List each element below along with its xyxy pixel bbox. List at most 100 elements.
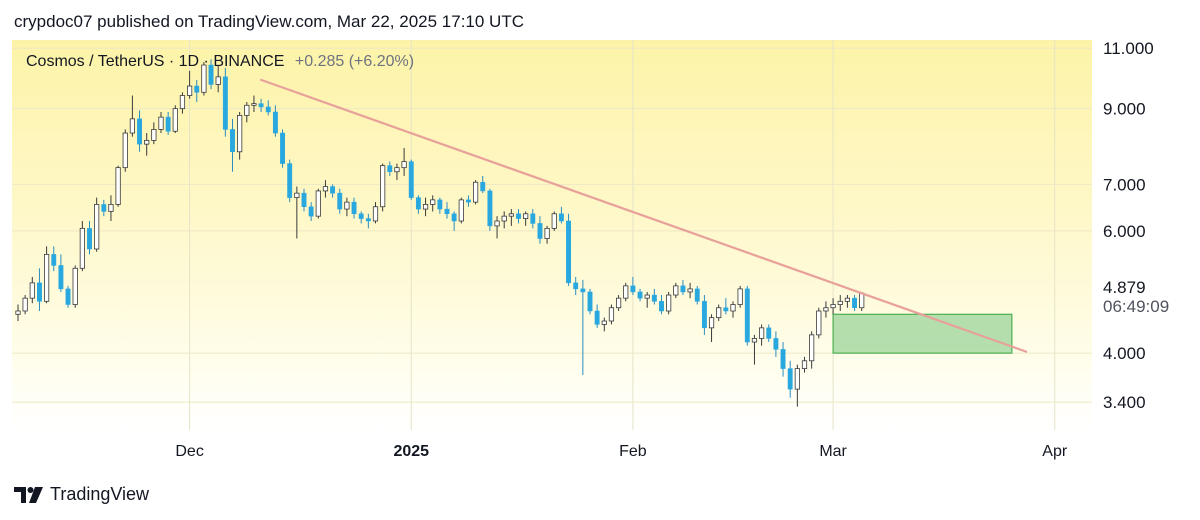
candle bbox=[337, 188, 343, 214]
candle-body bbox=[830, 304, 836, 309]
support-zone bbox=[832, 313, 1013, 354]
candle bbox=[637, 288, 643, 302]
candle bbox=[87, 220, 92, 255]
candle-body bbox=[501, 215, 507, 222]
candle-body bbox=[37, 282, 42, 302]
candle-body bbox=[265, 106, 271, 113]
candle-body bbox=[530, 213, 536, 224]
candle bbox=[487, 188, 493, 231]
candle bbox=[51, 246, 57, 272]
candle bbox=[537, 216, 543, 244]
candle-body bbox=[430, 199, 436, 205]
candle bbox=[837, 295, 843, 311]
candle bbox=[215, 65, 221, 93]
candle bbox=[230, 118, 235, 172]
y-tick-label: 7.000 bbox=[1103, 175, 1146, 194]
candle-body bbox=[344, 201, 350, 210]
candle bbox=[480, 175, 486, 194]
candle bbox=[122, 129, 128, 172]
candle bbox=[108, 195, 114, 221]
candle bbox=[544, 225, 550, 244]
candle-body bbox=[573, 282, 579, 290]
candle bbox=[415, 195, 421, 214]
candle bbox=[780, 342, 786, 377]
candle bbox=[65, 285, 71, 308]
candle bbox=[265, 100, 271, 116]
candle-body bbox=[258, 103, 264, 108]
candle-body bbox=[859, 292, 865, 309]
candle-body bbox=[837, 300, 843, 305]
y-tick-label: 3.400 bbox=[1103, 393, 1146, 412]
footer-brand[interactable]: TradingView bbox=[14, 484, 149, 505]
candle bbox=[716, 304, 722, 321]
candle bbox=[659, 295, 664, 315]
candle-body bbox=[458, 199, 464, 222]
candle bbox=[723, 298, 729, 315]
candle bbox=[444, 202, 450, 219]
candle bbox=[608, 304, 615, 325]
chart-area[interactable] bbox=[12, 40, 1092, 430]
price-axis: 11.000 9.000 7.000 6.000 4.000 3.400 4.87906:4… bbox=[1096, 39, 1196, 412]
candle bbox=[208, 59, 214, 90]
candle bbox=[344, 197, 350, 217]
candle-body bbox=[58, 265, 64, 290]
candle bbox=[137, 110, 143, 152]
candle-body bbox=[801, 360, 808, 370]
candle-body bbox=[487, 190, 493, 227]
candle-body bbox=[315, 190, 321, 217]
candle-body bbox=[158, 116, 164, 130]
candle-body bbox=[294, 192, 300, 199]
candle-body bbox=[44, 253, 50, 302]
candle bbox=[251, 95, 257, 112]
candle bbox=[680, 279, 686, 296]
candle-body bbox=[72, 267, 78, 305]
candle bbox=[759, 324, 765, 346]
candle bbox=[287, 159, 293, 203]
candle-body bbox=[394, 167, 400, 173]
candle bbox=[766, 324, 772, 343]
candle-body bbox=[708, 317, 715, 329]
candle bbox=[258, 98, 264, 112]
candle-body bbox=[215, 76, 221, 85]
candle bbox=[272, 105, 278, 137]
tradingview-logo-icon bbox=[14, 486, 43, 503]
candle bbox=[694, 285, 700, 305]
candle bbox=[301, 188, 307, 212]
candle-body bbox=[144, 139, 150, 145]
candle bbox=[673, 282, 679, 299]
candle-body bbox=[51, 254, 57, 266]
candle-body bbox=[301, 192, 307, 207]
candle bbox=[330, 184, 336, 198]
last-price-label: 4.879 bbox=[1103, 278, 1146, 297]
candle bbox=[751, 334, 758, 365]
candle bbox=[516, 209, 521, 224]
candle bbox=[101, 199, 107, 217]
time-axis: Dec 2025 Feb Mar Apr bbox=[175, 443, 1067, 460]
candle bbox=[587, 288, 593, 315]
candle-body bbox=[330, 186, 336, 194]
candle-body bbox=[494, 220, 500, 227]
candle-body bbox=[773, 338, 779, 350]
candle bbox=[37, 268, 42, 311]
candle-body bbox=[365, 218, 371, 222]
candlestick-chart[interactable]: 11.000 9.000 7.000 6.000 4.000 3.400 4.87906:4… bbox=[0, 0, 1200, 470]
candle bbox=[830, 298, 836, 315]
candle-body bbox=[115, 167, 121, 205]
candle-body bbox=[272, 111, 278, 134]
candle bbox=[494, 216, 500, 239]
candles bbox=[15, 59, 865, 407]
candle-body bbox=[15, 310, 21, 315]
candle-body bbox=[558, 213, 564, 222]
candle-body bbox=[79, 227, 85, 269]
candle bbox=[280, 129, 286, 168]
candle bbox=[365, 213, 371, 229]
candle bbox=[294, 186, 300, 239]
candle-body bbox=[408, 161, 414, 198]
candle bbox=[451, 211, 457, 231]
candle bbox=[816, 307, 822, 339]
candle-body bbox=[380, 165, 386, 208]
publish-header: crypdoc07 published on TradingView.com, … bbox=[14, 12, 524, 31]
candle-body bbox=[251, 103, 257, 106]
symbol-name: Cosmos / TetherUS · 1D · BINANCE bbox=[26, 53, 285, 70]
candle bbox=[351, 197, 357, 219]
